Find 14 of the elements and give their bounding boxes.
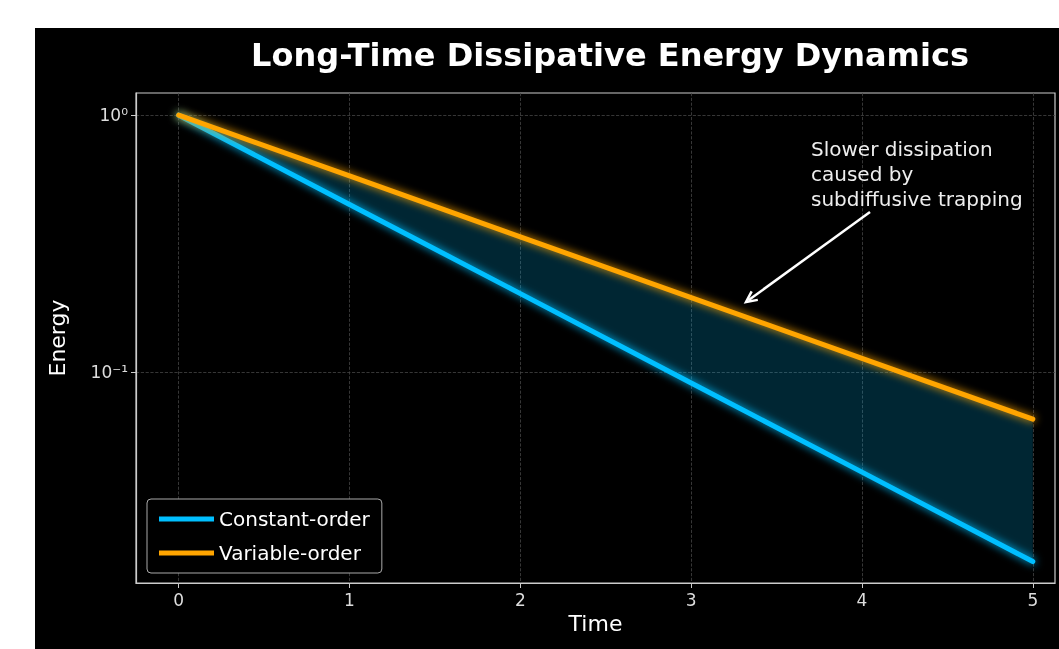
- legend-label: Constant-order: [219, 507, 371, 531]
- x-axis-title: Time: [567, 611, 623, 637]
- x-tick-label: 1: [344, 589, 355, 610]
- chart-title: Long-Time Dissipative Energy Dynamics: [251, 36, 969, 74]
- x-tick-label: 3: [685, 589, 697, 610]
- annotation: Slower dissipation caused by subdiffusive trapping: [811, 136, 1023, 211]
- y-axis-title: Energy: [44, 299, 70, 377]
- x-tick-label: 5: [1027, 589, 1039, 610]
- x-tick-label: 2: [514, 589, 526, 610]
- y-tick-label: 10⁰: [99, 105, 129, 126]
- x-tick-label: 0: [173, 589, 185, 610]
- legend-label: Variable-order: [219, 541, 362, 565]
- x-tick-label: 4: [856, 589, 868, 610]
- y-tick-label: 10⁻¹: [90, 362, 128, 383]
